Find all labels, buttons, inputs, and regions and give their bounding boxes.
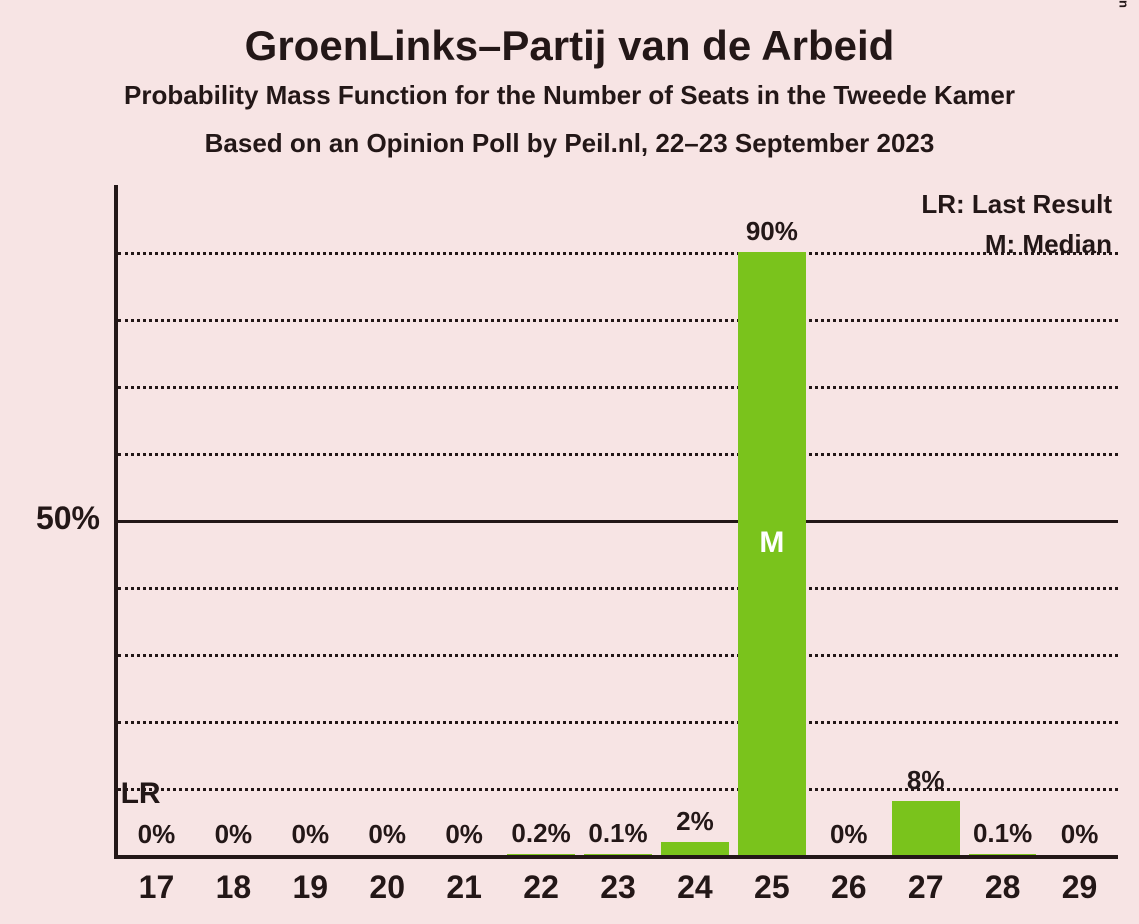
bar-value-label: 0% [1030, 819, 1130, 850]
x-axis-label: 26 [809, 869, 889, 906]
x-axis-label: 20 [347, 869, 427, 906]
x-axis-label: 19 [270, 869, 350, 906]
gridline-dotted [118, 252, 1118, 255]
bar [969, 854, 1037, 855]
x-axis-label: 22 [501, 869, 581, 906]
median-marker: M [738, 526, 806, 560]
chart-subtitle-2: Based on an Opinion Poll by Peil.nl, 22–… [0, 128, 1139, 159]
bar [661, 842, 729, 855]
bar-value-label: 8% [876, 765, 976, 796]
gridline-dotted [118, 319, 1118, 322]
bar [584, 854, 652, 855]
x-axis-label: 27 [886, 869, 966, 906]
lr-marker: LR [121, 777, 161, 811]
y-axis-label-50: 50% [0, 500, 100, 537]
x-axis [114, 855, 1118, 859]
x-axis-label: 29 [1040, 869, 1120, 906]
y-axis [114, 185, 118, 859]
x-axis-label: 18 [193, 869, 273, 906]
plot-area: 0%LR0%0%0%0%0.2%0.1%2%90%M0%8%0.1%0%LR: … [118, 185, 1118, 855]
chart-subtitle-1: Probability Mass Function for the Number… [0, 80, 1139, 111]
x-axis-label: 17 [116, 869, 196, 906]
bar-value-label: 90% [722, 216, 822, 247]
x-axis-label: 25 [732, 869, 812, 906]
legend-lr: LR: Last Result [921, 189, 1112, 220]
bar [892, 801, 960, 855]
chart-title: GroenLinks–Partij van de Arbeid [0, 22, 1139, 70]
copyright-text: © 2023 Filip van Laenen [1117, 0, 1132, 8]
bar-value-label: 0% [799, 819, 899, 850]
bar-value-label: 2% [645, 806, 745, 837]
legend-m: M: Median [985, 229, 1112, 260]
gridline-dotted [118, 721, 1118, 724]
chart-canvas: GroenLinks–Partij van de Arbeid Probabili… [0, 0, 1139, 924]
gridline-dotted [118, 386, 1118, 389]
x-axis-label: 23 [578, 869, 658, 906]
bar [507, 854, 575, 855]
gridline-dotted [118, 654, 1118, 657]
x-axis-label: 28 [963, 869, 1043, 906]
gridline-solid [118, 520, 1118, 523]
x-axis-label: 24 [655, 869, 735, 906]
gridline-dotted [118, 587, 1118, 590]
gridline-dotted [118, 453, 1118, 456]
x-axis-label: 21 [424, 869, 504, 906]
